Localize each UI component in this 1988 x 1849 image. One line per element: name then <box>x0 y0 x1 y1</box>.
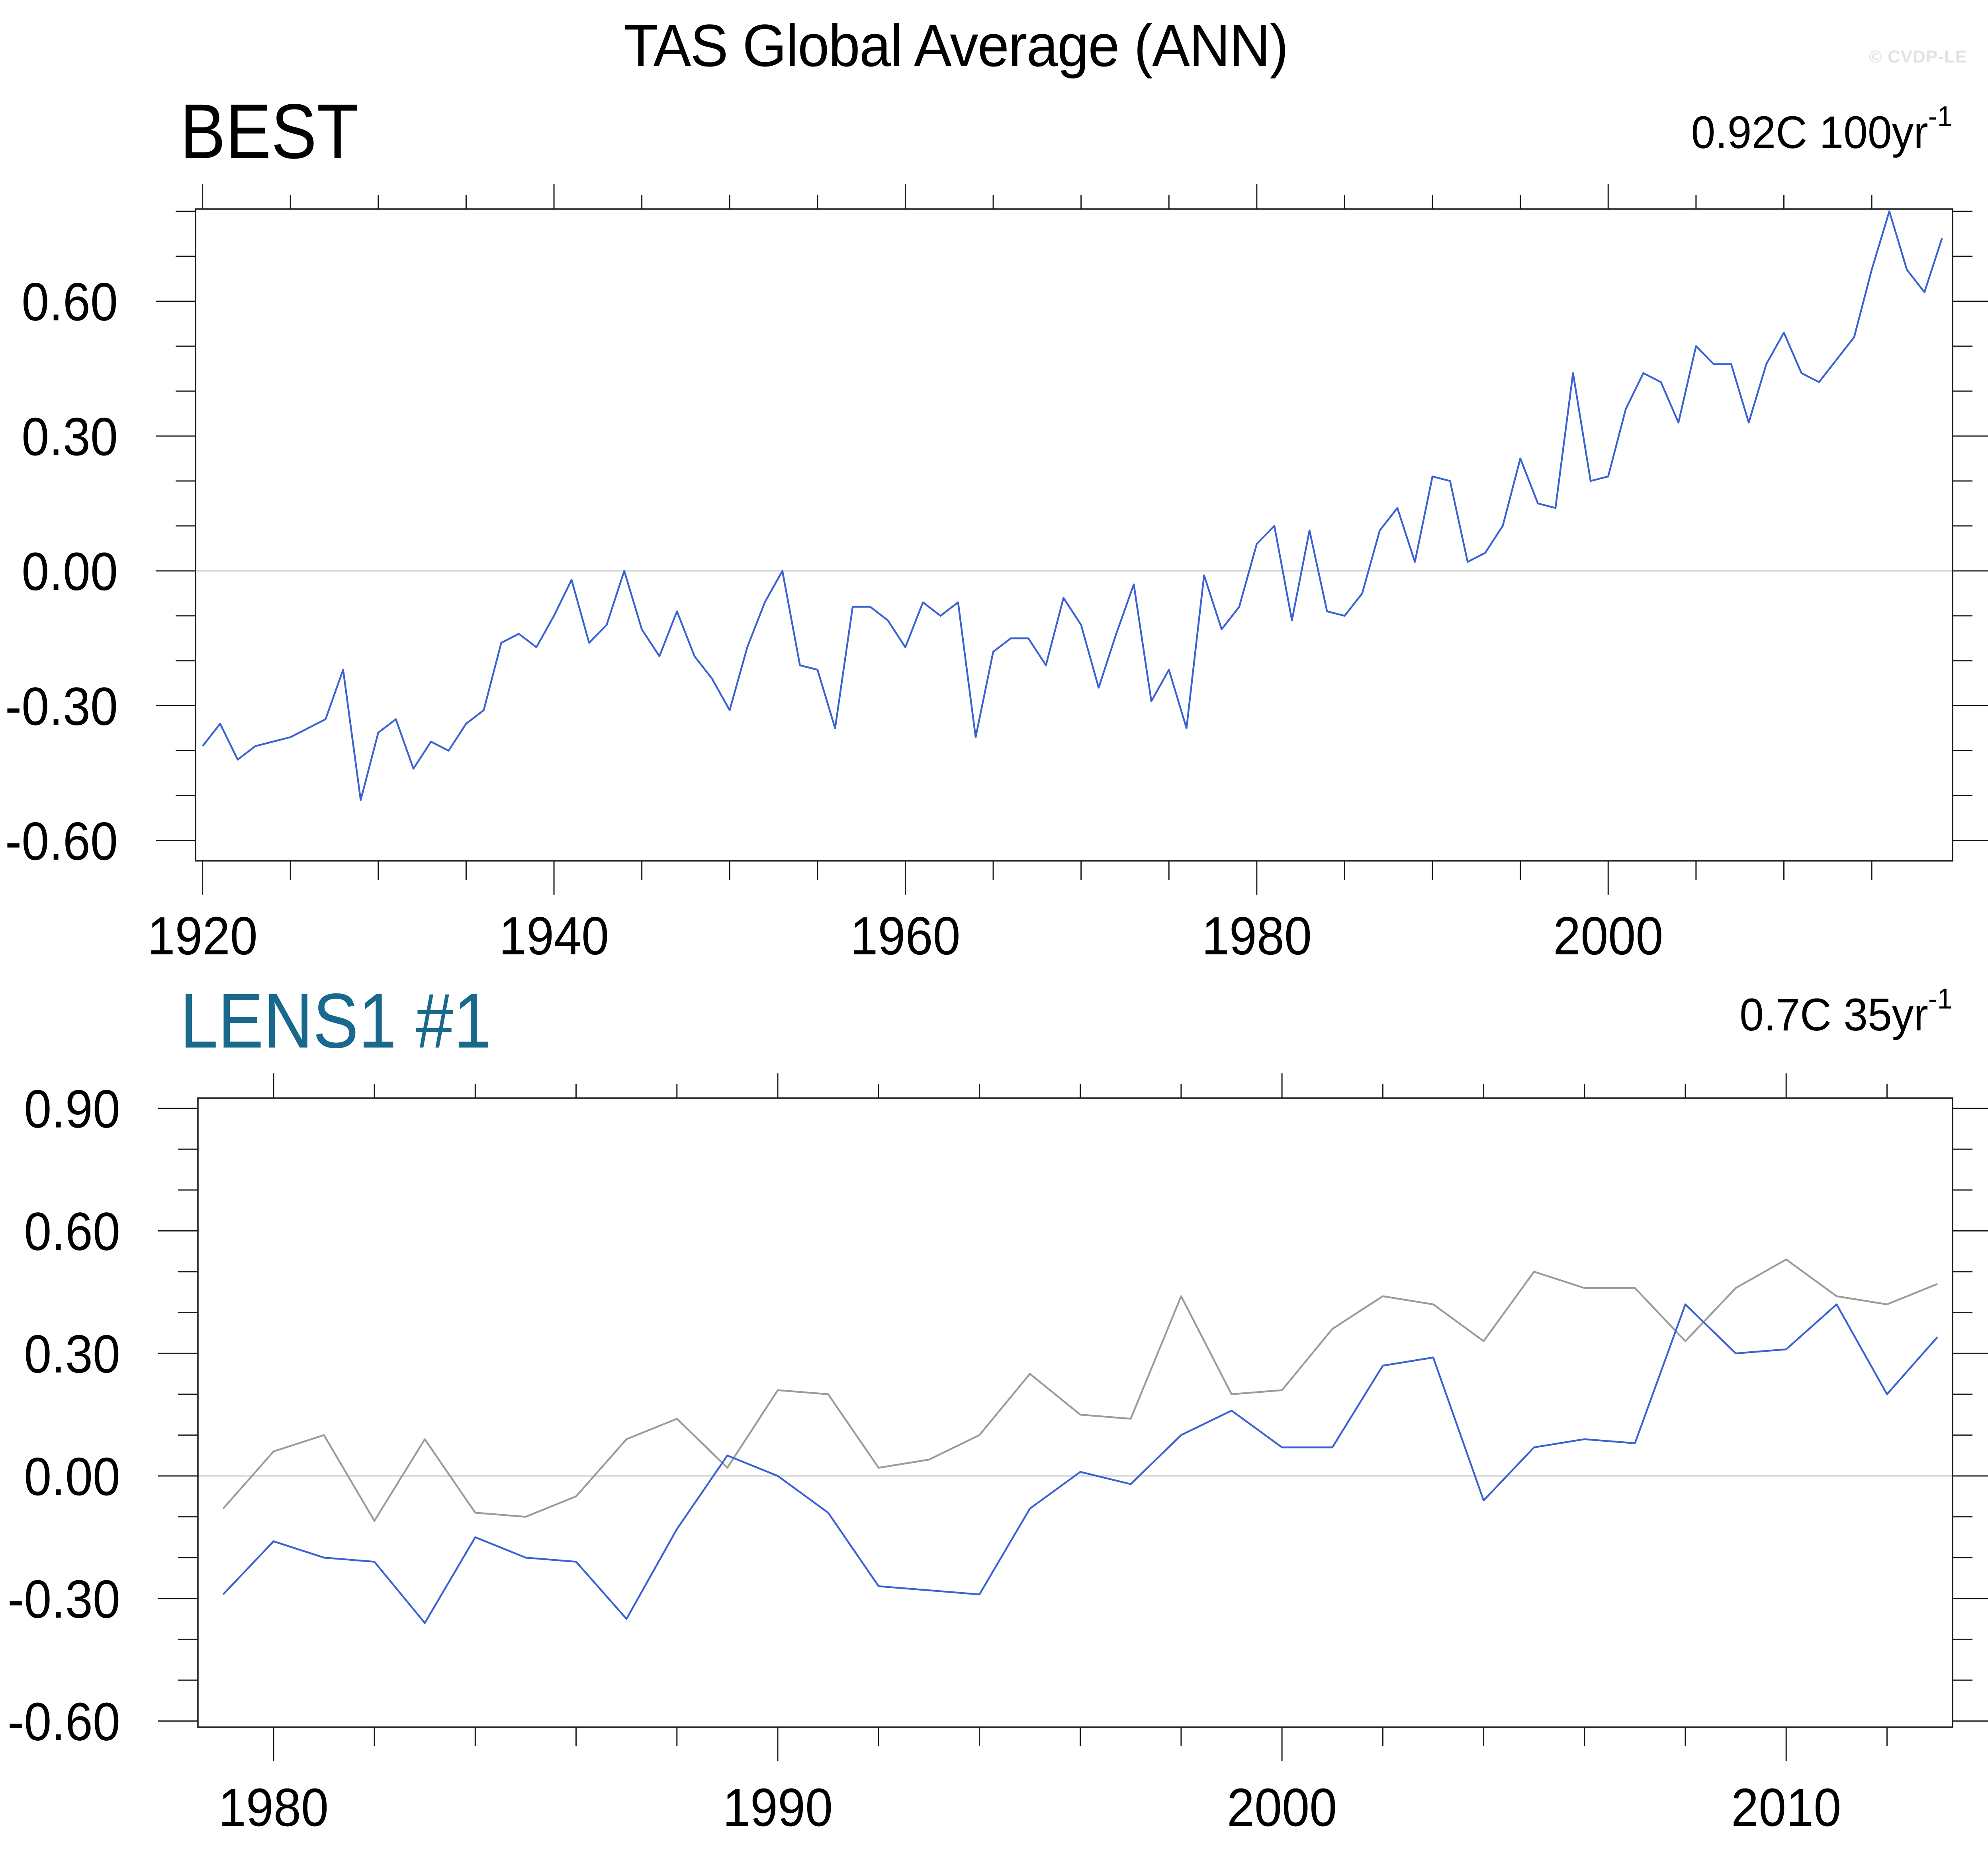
svg-text:1980: 1980 <box>219 1778 329 1837</box>
y-tick-label: 0.00 <box>22 542 118 602</box>
series-line-observations <box>222 1259 1938 1522</box>
svg-text:1920: 1920 <box>148 906 258 966</box>
y-tick-label: 0.00 <box>24 1447 120 1507</box>
y-tick-label: -0.60 <box>5 811 118 871</box>
svg-text:1960: 1960 <box>850 906 960 966</box>
svg-text:1990: 1990 <box>723 1778 833 1837</box>
y-tick-label: -0.30 <box>5 677 118 737</box>
x-tick-label: 1960 <box>850 906 960 966</box>
svg-text:1940: 1940 <box>499 906 609 966</box>
svg-text:0.90: 0.90 <box>24 1079 120 1139</box>
panel-best-trend-label: 0.92C 100yr-1 <box>1691 100 1953 159</box>
series-line-best <box>202 210 1943 801</box>
svg-text:-0.60: -0.60 <box>5 811 118 871</box>
svg-text:2010: 2010 <box>1731 1778 1841 1837</box>
svg-text:0.60: 0.60 <box>22 272 118 332</box>
y-tick-label: 0.90 <box>24 1079 120 1139</box>
y-tick-label: 0.30 <box>22 407 118 467</box>
svg-text:-0.30: -0.30 <box>5 677 118 737</box>
svg-text:2000: 2000 <box>1553 906 1663 966</box>
svg-text:0.60: 0.60 <box>24 1202 120 1262</box>
svg-text:0.30: 0.30 <box>22 407 118 467</box>
plot-frame <box>195 208 1953 862</box>
panel-lens1-label: LENS1 #1 <box>180 977 492 1064</box>
plot-frame <box>197 1097 1953 1728</box>
svg-text:0.30: 0.30 <box>24 1325 120 1384</box>
trend-exponent: -1 <box>1928 101 1953 133</box>
svg-text:-0.30: -0.30 <box>8 1570 120 1629</box>
x-tick-label: 1990 <box>723 1778 833 1837</box>
svg-text:2000: 2000 <box>1227 1778 1337 1837</box>
trend-value: 0.7C 35yr <box>1739 989 1929 1040</box>
x-tick-label: 2000 <box>1227 1778 1337 1837</box>
y-tick-label: 0.30 <box>24 1325 120 1384</box>
x-tick-label: 1980 <box>219 1778 329 1837</box>
y-tick-label: -0.60 <box>8 1692 120 1752</box>
panel-lens1-trend-label: 0.7C 35yr-1 <box>1740 983 1953 1041</box>
trend-exponent: -1 <box>1928 983 1953 1015</box>
figure-title: TAS Global Average (ANN) <box>624 12 1289 79</box>
panel-best-label: BEST <box>180 88 359 175</box>
svg-text:0.00: 0.00 <box>22 542 118 602</box>
series-line-lens1-1 <box>222 1303 1938 1624</box>
x-tick-label: 2000 <box>1553 906 1663 966</box>
watermark: © CVDP-LE <box>1869 47 1967 66</box>
y-tick-label: 0.60 <box>22 272 118 332</box>
svg-text:-0.60: -0.60 <box>8 1692 120 1752</box>
svg-text:1980: 1980 <box>1202 906 1312 966</box>
y-tick-label: -0.30 <box>8 1570 120 1629</box>
trend-value: 0.92C 100yr <box>1691 107 1929 158</box>
y-tick-label: 0.60 <box>24 1202 120 1262</box>
svg-text:0.00: 0.00 <box>24 1447 120 1507</box>
x-tick-label: 1980 <box>1202 906 1312 966</box>
x-tick-label: 1920 <box>148 906 258 966</box>
x-tick-label: 1940 <box>499 906 609 966</box>
x-tick-label: 2010 <box>1731 1778 1841 1837</box>
